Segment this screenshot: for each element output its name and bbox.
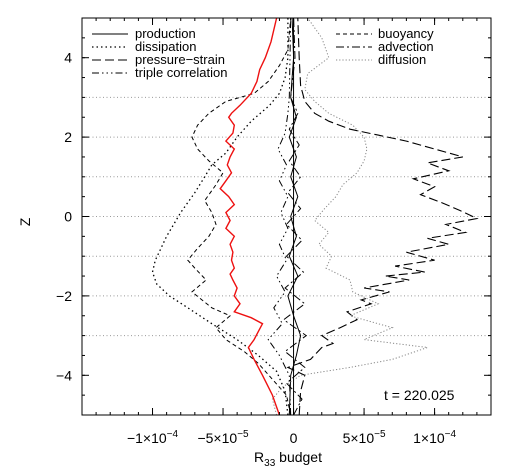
legend-label: pressure−strain bbox=[135, 52, 225, 67]
y-tick-label: 0 bbox=[64, 209, 72, 225]
legend-label: diffusion bbox=[378, 52, 426, 67]
series-dissipation bbox=[151, 18, 289, 416]
legend: productiondissipationpressure−straintrip… bbox=[92, 26, 434, 80]
series-pressure-strain bbox=[286, 17, 479, 416]
gridlines bbox=[82, 96, 491, 337]
x-tick-label: 0 bbox=[290, 430, 298, 446]
x-axis-label: R33 budget bbox=[254, 449, 322, 469]
legend-label: buoyancy bbox=[378, 26, 434, 41]
x-tick-label: 1×10−4 bbox=[413, 429, 456, 446]
x-tick-label: −1×10−4 bbox=[127, 429, 179, 446]
x-axis-label-rest: budget bbox=[275, 449, 322, 465]
legend-label: production bbox=[135, 26, 196, 41]
axis-ticks: −1×10−4 −5×10−5 0 5×10−5 1×10−4 −4 −2 0 2 4 bbox=[56, 17, 491, 446]
series-unlabeled-red bbox=[219, 17, 281, 416]
y-tick-label: −2 bbox=[56, 288, 72, 304]
series-layer bbox=[151, 17, 479, 416]
time-annotation: t = 220.025 bbox=[384, 387, 455, 403]
y-tick-label: −4 bbox=[56, 367, 72, 383]
series-triple-correlation bbox=[267, 17, 292, 416]
series-advection bbox=[282, 17, 308, 416]
legend-label: advection bbox=[378, 39, 434, 54]
y-tick-label: 2 bbox=[64, 129, 72, 145]
legend-label: dissipation bbox=[135, 39, 196, 54]
series-production bbox=[287, 17, 302, 416]
x-axis-label-main: R bbox=[254, 449, 264, 465]
x-axis-label-sub: 33 bbox=[264, 458, 276, 469]
series-buoyancy bbox=[187, 17, 292, 416]
y-tick-label: 4 bbox=[64, 50, 72, 66]
legend-label: triple correlation bbox=[135, 65, 228, 80]
x-tick-label: −5×10−5 bbox=[197, 429, 249, 446]
x-tick-label: 5×10−5 bbox=[343, 429, 386, 446]
y-axis-label: Z bbox=[17, 217, 33, 226]
